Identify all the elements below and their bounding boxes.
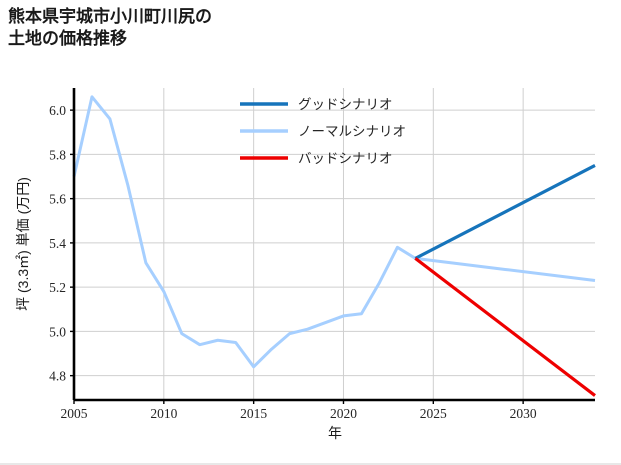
x-tick-label: 2020: [330, 406, 357, 421]
x-tick-label: 2030: [510, 406, 537, 421]
page-title: 熊本県宇城市小川町川尻の 土地の価格推移: [8, 7, 212, 49]
x-axis-ticks: 2005 2010 2015 2020 2025 2030: [61, 400, 537, 421]
y-tick-label: 5.4: [49, 236, 66, 251]
x-axis-title: 年: [328, 425, 342, 441]
y-axis-ticks: 4.8 5.0 5.2 5.4 5.6 5.8 6.0: [49, 103, 74, 384]
series-line-2: [414, 257, 596, 397]
x-tick-label: 2010: [150, 406, 177, 421]
data-series-group: [72, 95, 596, 397]
x-tick-label: 2025: [420, 406, 447, 421]
y-tick-label: 5.0: [49, 324, 66, 339]
legend-label-0: グッドシナリオ: [298, 97, 393, 112]
y-tick-label: 4.8: [49, 369, 66, 384]
y-axis-title: 坪 (3.3㎡) 単価 (万円): [15, 177, 31, 311]
y-tick-label: 5.6: [49, 192, 66, 207]
y-tick-label: 6.0: [49, 103, 66, 118]
x-tick-label: 2015: [240, 406, 267, 421]
y-tick-label: 5.8: [49, 147, 66, 162]
legend-label-2: バッドシナリオ: [298, 151, 393, 166]
series-line-1: [414, 164, 596, 260]
series-line-0: [72, 95, 596, 369]
plot-background: [74, 88, 595, 400]
y-tick-label: 5.2: [49, 280, 66, 295]
legend-label-1: ノーマルシナリオ: [298, 124, 406, 139]
x-tick-label: 2005: [61, 406, 88, 421]
